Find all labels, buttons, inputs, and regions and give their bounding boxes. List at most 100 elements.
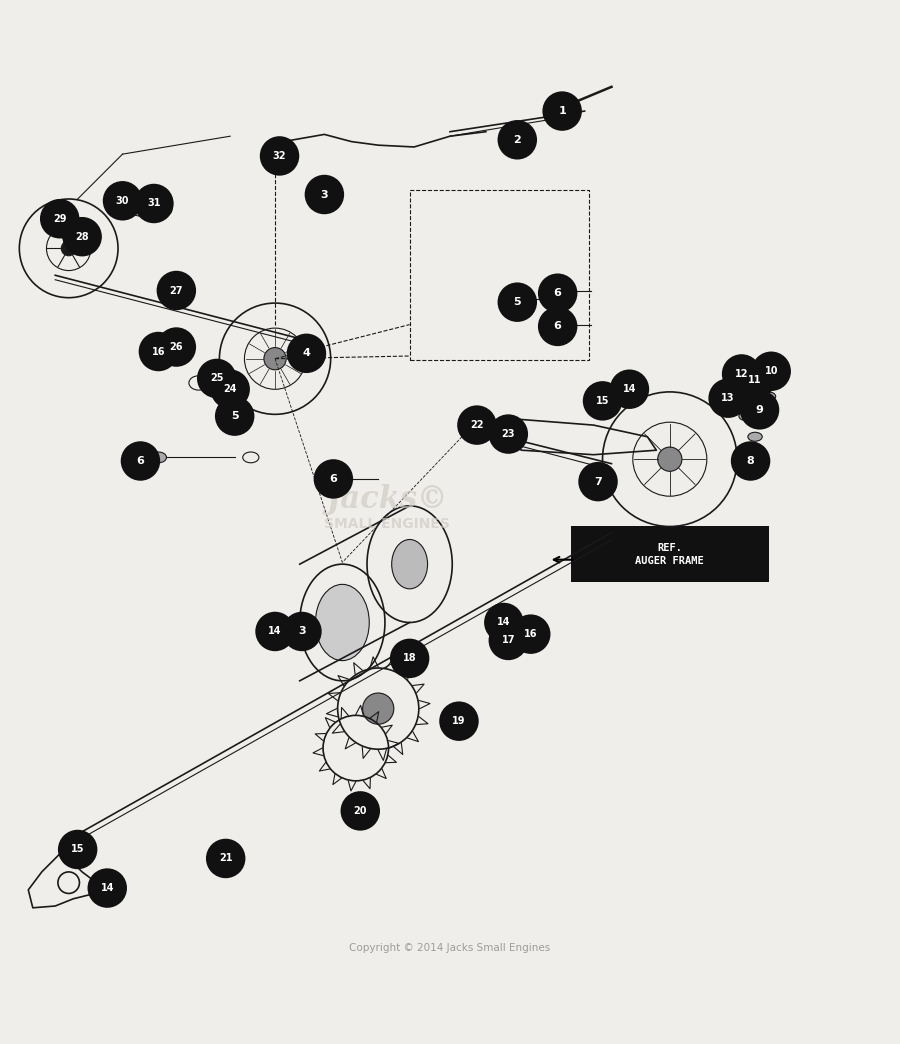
Text: 6: 6 — [137, 456, 144, 466]
Circle shape — [609, 370, 649, 409]
Circle shape — [313, 459, 353, 499]
Text: 11: 11 — [748, 375, 761, 385]
Text: 16: 16 — [152, 347, 166, 357]
Circle shape — [658, 447, 682, 471]
Circle shape — [157, 270, 196, 310]
Text: 1: 1 — [558, 106, 566, 116]
Text: 28: 28 — [76, 232, 89, 241]
Circle shape — [511, 615, 551, 654]
Text: 15: 15 — [596, 396, 609, 406]
Circle shape — [206, 838, 246, 878]
Text: 27: 27 — [169, 285, 183, 295]
Text: 7: 7 — [594, 477, 602, 487]
Text: Copyright © 2014 Jacks Small Engines: Copyright © 2014 Jacks Small Engines — [349, 943, 551, 953]
Text: 14: 14 — [268, 626, 282, 637]
Circle shape — [304, 174, 344, 214]
Circle shape — [484, 602, 524, 642]
Circle shape — [489, 621, 528, 660]
Text: 14: 14 — [101, 883, 114, 893]
Circle shape — [58, 830, 97, 870]
Circle shape — [87, 869, 127, 908]
Text: 6: 6 — [554, 288, 562, 299]
Circle shape — [722, 354, 761, 394]
Circle shape — [103, 181, 142, 220]
Circle shape — [735, 360, 775, 400]
Text: 17: 17 — [501, 636, 515, 645]
Ellipse shape — [761, 392, 776, 401]
Text: 23: 23 — [501, 429, 515, 440]
Circle shape — [260, 136, 300, 175]
Circle shape — [583, 381, 622, 421]
Text: 8: 8 — [747, 456, 754, 466]
Ellipse shape — [751, 403, 765, 411]
Text: 31: 31 — [148, 198, 161, 209]
Circle shape — [40, 199, 79, 238]
Ellipse shape — [329, 474, 346, 484]
Circle shape — [390, 639, 429, 679]
Circle shape — [498, 283, 537, 322]
Circle shape — [555, 104, 570, 118]
Circle shape — [752, 352, 791, 392]
Text: 16: 16 — [524, 630, 537, 639]
Text: 24: 24 — [223, 384, 237, 395]
Circle shape — [489, 414, 528, 454]
Circle shape — [121, 442, 160, 480]
Text: 15: 15 — [71, 845, 85, 854]
Text: 9: 9 — [756, 405, 763, 414]
Text: 20: 20 — [354, 806, 367, 816]
Circle shape — [215, 397, 255, 435]
Circle shape — [340, 791, 380, 831]
Text: SMALL ENGINES: SMALL ENGINES — [324, 517, 450, 530]
Text: REF.
AUGER FRAME: REF. AUGER FRAME — [635, 543, 704, 566]
Ellipse shape — [739, 411, 753, 421]
Ellipse shape — [315, 585, 369, 661]
Text: 3: 3 — [320, 190, 328, 199]
Text: 12: 12 — [734, 369, 748, 379]
Circle shape — [538, 274, 578, 313]
Circle shape — [287, 334, 326, 373]
Circle shape — [139, 332, 178, 372]
Circle shape — [134, 184, 174, 223]
Text: 4: 4 — [302, 349, 310, 358]
Circle shape — [197, 359, 237, 398]
Circle shape — [256, 612, 295, 651]
Text: Jacks©: Jacks© — [327, 484, 448, 515]
Text: 6: 6 — [329, 474, 338, 484]
Text: 10: 10 — [764, 366, 778, 376]
Circle shape — [708, 378, 748, 418]
Ellipse shape — [512, 295, 528, 304]
Text: 13: 13 — [722, 394, 735, 403]
Text: 2: 2 — [513, 135, 521, 145]
Ellipse shape — [392, 540, 428, 589]
Circle shape — [61, 241, 76, 256]
Ellipse shape — [757, 410, 771, 419]
Circle shape — [62, 217, 102, 257]
Circle shape — [579, 461, 617, 501]
Text: 3: 3 — [298, 626, 306, 637]
Text: 6: 6 — [554, 322, 562, 331]
Ellipse shape — [547, 321, 563, 329]
Circle shape — [498, 120, 537, 160]
Text: 22: 22 — [470, 420, 483, 430]
Text: 18: 18 — [403, 654, 417, 663]
Circle shape — [731, 442, 770, 480]
Ellipse shape — [748, 432, 762, 442]
Text: 5: 5 — [231, 411, 239, 421]
Text: 26: 26 — [169, 342, 183, 352]
Ellipse shape — [547, 286, 563, 295]
Text: 32: 32 — [273, 151, 286, 161]
Circle shape — [157, 328, 196, 366]
Circle shape — [363, 693, 394, 725]
Circle shape — [264, 348, 286, 370]
Circle shape — [211, 370, 250, 409]
Text: 30: 30 — [116, 196, 130, 206]
Circle shape — [457, 405, 497, 445]
FancyBboxPatch shape — [572, 526, 769, 583]
Text: 21: 21 — [219, 853, 232, 863]
Ellipse shape — [150, 452, 166, 462]
Text: 14: 14 — [623, 384, 636, 395]
Circle shape — [740, 390, 779, 429]
Text: 25: 25 — [210, 374, 223, 383]
Circle shape — [313, 180, 335, 200]
Circle shape — [283, 612, 321, 651]
